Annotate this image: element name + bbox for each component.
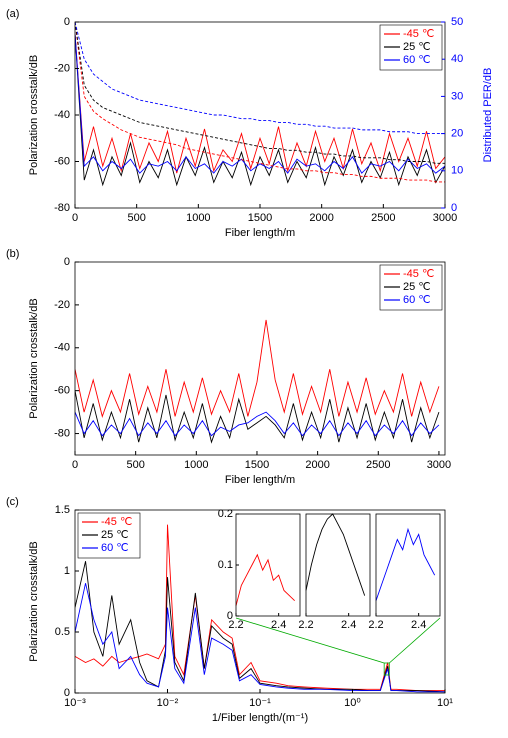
inset-line bbox=[235, 553, 295, 606]
legend-label: 60 ℃ bbox=[101, 542, 129, 554]
x-tick-label: 500 bbox=[127, 212, 145, 224]
inset-x-tick-label: 2.2 bbox=[298, 619, 313, 631]
y-axis-title: Polarization crosstalk/dB bbox=[28, 541, 40, 661]
y-tick-label: 0 bbox=[64, 687, 70, 699]
x-tick-label: 2500 bbox=[371, 212, 395, 224]
legend-label: 60 ℃ bbox=[403, 294, 431, 306]
panel-label: (b) bbox=[6, 248, 19, 260]
y-tick-label: 1.5 bbox=[55, 504, 70, 516]
x-tick-label: 2000 bbox=[309, 212, 333, 224]
x-tick-label: 0 bbox=[72, 459, 78, 471]
inset-x-tick-label: 2.4 bbox=[411, 619, 426, 631]
y-tick-label: 1 bbox=[64, 565, 70, 577]
x-tick-label: 1000 bbox=[186, 212, 210, 224]
y2-tick-label: 20 bbox=[451, 128, 463, 140]
zoom-line bbox=[235, 617, 385, 664]
inset-y-tick-label: 0.1 bbox=[218, 559, 233, 571]
x-axis-title: Fiber length/m bbox=[225, 474, 295, 486]
y2-tick-label: 10 bbox=[451, 165, 463, 177]
legend-label: 25 ℃ bbox=[403, 281, 431, 293]
x-tick-label: 1500 bbox=[245, 459, 269, 471]
inset-frame bbox=[375, 513, 441, 617]
y-axis-title: Polarization crosstalk/dB bbox=[28, 298, 40, 418]
x-tick-label: 10⁻³ bbox=[64, 697, 86, 709]
x-tick-label: 2500 bbox=[366, 459, 390, 471]
crosstalk-line bbox=[75, 390, 440, 444]
x-tick-label: 10¹ bbox=[437, 697, 453, 709]
inset-line bbox=[375, 527, 436, 601]
inset-background bbox=[306, 514, 370, 616]
x-tick-label: 1500 bbox=[248, 212, 272, 224]
y-tick-label: 0.5 bbox=[55, 626, 70, 638]
inset-line bbox=[305, 513, 366, 596]
y-tick-label: -80 bbox=[54, 427, 70, 439]
panel-label: (c) bbox=[6, 496, 19, 508]
inset-background bbox=[236, 514, 300, 616]
x-tick-label: 1000 bbox=[184, 459, 208, 471]
y-tick-label: -60 bbox=[54, 155, 70, 167]
crosstalk-line bbox=[75, 319, 440, 418]
zoom-box bbox=[383, 662, 390, 676]
crosstalk-line bbox=[75, 411, 440, 437]
legend-label: -45 ℃ bbox=[101, 516, 132, 528]
y2-tick-label: 0 bbox=[451, 202, 457, 214]
per-line bbox=[75, 22, 445, 135]
legend-label: 60 ℃ bbox=[403, 54, 431, 66]
y-tick-label: -20 bbox=[54, 299, 70, 311]
x-tick-label: 3000 bbox=[427, 459, 451, 471]
legend-label: -45 ℃ bbox=[403, 28, 434, 40]
zoom-line bbox=[389, 617, 441, 664]
x-tick-label: 2000 bbox=[305, 459, 329, 471]
y2-tick-label: 40 bbox=[451, 53, 463, 65]
x-tick-label: 10⁻² bbox=[157, 697, 179, 709]
y2-tick-label: 30 bbox=[451, 90, 463, 102]
y-tick-label: -40 bbox=[54, 109, 70, 121]
x-tick-label: 500 bbox=[126, 459, 144, 471]
y-axis-title: Polarization crosstalk/dB bbox=[28, 55, 40, 175]
x-tick-label: 3000 bbox=[433, 212, 457, 224]
per-line bbox=[75, 22, 445, 183]
inset-x-tick-label: 2.4 bbox=[341, 619, 356, 631]
legend-label: 25 ℃ bbox=[403, 41, 431, 53]
y2-axis-title: Distributed PER/dB bbox=[482, 68, 494, 163]
y-tick-label: 0 bbox=[64, 16, 70, 28]
inset-x-tick-label: 2.4 bbox=[271, 619, 286, 631]
y-tick-label: 0 bbox=[64, 256, 70, 268]
inset-x-tick-label: 2.2 bbox=[228, 619, 243, 631]
x-axis-title: Fiber length/m bbox=[225, 227, 295, 239]
panel-label: (a) bbox=[6, 8, 19, 20]
y-tick-label: -40 bbox=[54, 342, 70, 354]
plot-frame bbox=[74, 261, 446, 456]
inset-y-tick-label: 0.2 bbox=[218, 508, 233, 520]
x-axis-title: 1/Fiber length/(m⁻¹) bbox=[212, 712, 308, 724]
y2-tick-label: 50 bbox=[451, 16, 463, 28]
legend-label: 25 ℃ bbox=[101, 529, 129, 541]
inset-x-tick-label: 2.2 bbox=[368, 619, 383, 631]
x-tick-label: 10⁻¹ bbox=[249, 697, 271, 709]
x-tick-label: 0 bbox=[72, 212, 78, 224]
inset-frame bbox=[305, 513, 371, 617]
inset-y-tick-label: 0 bbox=[227, 610, 233, 622]
crosstalk-line bbox=[75, 33, 445, 174]
x-tick-label: 10⁰ bbox=[344, 697, 361, 709]
legend-label: -45 ℃ bbox=[403, 268, 434, 280]
crosstalk-line bbox=[75, 583, 445, 693]
y-tick-label: -80 bbox=[54, 202, 70, 214]
crosstalk-line bbox=[75, 524, 445, 692]
y-tick-label: -20 bbox=[54, 62, 70, 74]
per-line bbox=[75, 22, 445, 164]
y-tick-label: -60 bbox=[54, 385, 70, 397]
